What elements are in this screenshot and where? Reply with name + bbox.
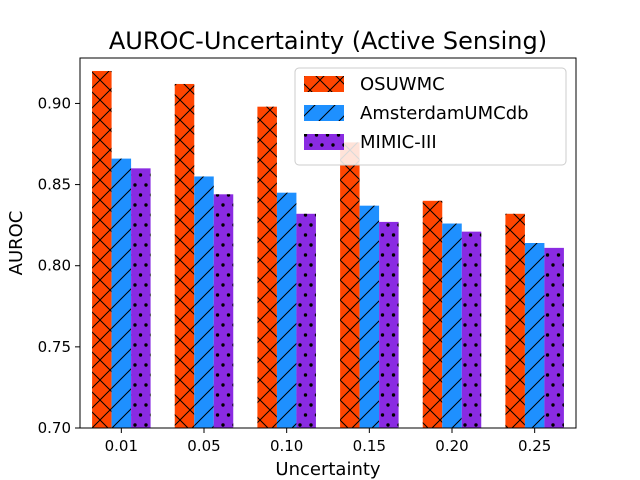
y-tick-label: 0.80 [38, 257, 71, 275]
bar [92, 70, 112, 428]
legend-label: AmsterdamUMCdb [360, 103, 529, 124]
bar-hatch [194, 176, 214, 428]
bar-hatch [276, 192, 297, 428]
y-tick-label: 0.70 [38, 419, 71, 437]
bar-hatch [524, 243, 545, 428]
legend-frame [294, 67, 567, 166]
bar-hatch [213, 194, 234, 428]
bar-hatch [422, 200, 443, 428]
bar [340, 142, 360, 428]
bar-hatch [359, 205, 380, 428]
bar-hatch [505, 213, 525, 428]
bar-hatch [442, 223, 462, 428]
bar-hatch [544, 247, 564, 428]
bar [131, 168, 151, 428]
bar [359, 205, 380, 428]
x-axis: 0.01 0.05 0.10 0.15 0.20 0.25 [105, 428, 551, 455]
bar-hatch [340, 142, 360, 428]
y-axis: 0.70 0.75 0.80 0.85 0.90 [38, 94, 80, 437]
bar [111, 158, 132, 429]
bar-hatch [257, 106, 277, 429]
bar-hatch [461, 231, 482, 428]
legend-entry: OSUWMC [304, 74, 445, 95]
bar-hatch [131, 168, 151, 428]
bar [194, 176, 214, 428]
bar-hatch [92, 70, 112, 428]
bar-hatch [379, 221, 399, 428]
bar-hatch [296, 213, 316, 428]
bar [505, 213, 525, 428]
legend-entry: MIMIC-III [304, 132, 437, 153]
bar [174, 83, 195, 429]
legend-swatch-hatch [304, 105, 344, 121]
y-tick-label: 0.90 [38, 94, 71, 112]
x-tick-label: 0.20 [435, 437, 468, 455]
legend-swatch-hatch [304, 134, 344, 150]
legend-entry: AmsterdamUMCdb [304, 103, 529, 124]
plot-area [92, 70, 564, 429]
chart-title: AUROC-Uncertainty (Active Sensing) [109, 27, 547, 55]
bar-hatch [174, 83, 195, 429]
legend-label: OSUWMC [360, 74, 445, 95]
axes-frame [79, 57, 577, 429]
y-axis-label: AUROC [6, 211, 27, 276]
bar [544, 247, 564, 428]
bar [422, 200, 443, 428]
bar [296, 213, 316, 428]
y-tick-label: 0.85 [38, 176, 71, 194]
bar [276, 192, 297, 428]
legend-label: MIMIC-III [360, 132, 437, 153]
bar [524, 243, 545, 428]
legend-swatch-hatch [304, 76, 344, 92]
x-tick-label: 0.25 [518, 437, 551, 455]
x-tick-label: 0.15 [353, 437, 386, 455]
bar [442, 223, 462, 428]
bar [461, 231, 482, 428]
bar [379, 221, 399, 428]
bar [257, 106, 277, 429]
x-tick-label: 0.01 [105, 437, 138, 455]
x-axis-label: Uncertainty [275, 459, 381, 480]
legend: OSUWMC AmsterdamUMCdb MIMIC-III [294, 67, 567, 166]
bar [213, 194, 234, 428]
x-tick-label: 0.05 [187, 437, 220, 455]
y-tick-label: 0.75 [38, 338, 71, 356]
x-tick-label: 0.10 [270, 437, 303, 455]
bar-hatch [111, 158, 132, 429]
